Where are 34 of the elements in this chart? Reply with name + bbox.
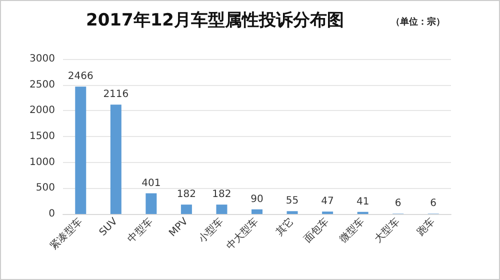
x-tick-label: 其它 [274,215,296,238]
data-label: 2466 [68,71,94,82]
data-label: 182 [176,189,196,200]
data-label: 6 [430,198,437,210]
y-tick-label: 1500 [30,131,55,142]
y-tick-label: 2000 [30,105,55,116]
bar [216,204,228,214]
bar [75,86,86,214]
data-label: 41 [356,196,370,208]
data-label: 2116 [103,89,129,100]
data-label: 182 [212,189,232,200]
x-tick-label: 跑车 [414,215,438,238]
data-label: 55 [286,196,299,207]
x-tick-label: 面包车 [302,215,332,246]
chart-title: 2017年12月车型属性投诉分布图 [86,10,344,30]
y-tick-label: 2500 [30,79,55,90]
y-tick-label: 1000 [30,156,55,168]
bar [146,193,157,214]
data-label: 90 [250,194,264,205]
y-tick-label: 3000 [30,54,55,64]
data-label: 6 [394,198,402,210]
data-label: 401 [142,178,161,189]
bar [180,204,192,214]
x-tick-label: 微型车 [337,215,367,246]
bar [252,209,262,214]
x-tick-label: 大型车 [372,215,402,246]
x-tick-label: 小型车 [196,215,226,246]
bar [286,211,298,214]
y-tick-label: 500 [36,182,55,194]
chart-subtitle: （单位：宗） [391,16,445,28]
x-tick-label: 中大型车 [224,215,261,252]
x-tick-label: 中型车 [125,215,156,246]
bar [110,104,122,214]
data-label: 47 [321,196,334,208]
